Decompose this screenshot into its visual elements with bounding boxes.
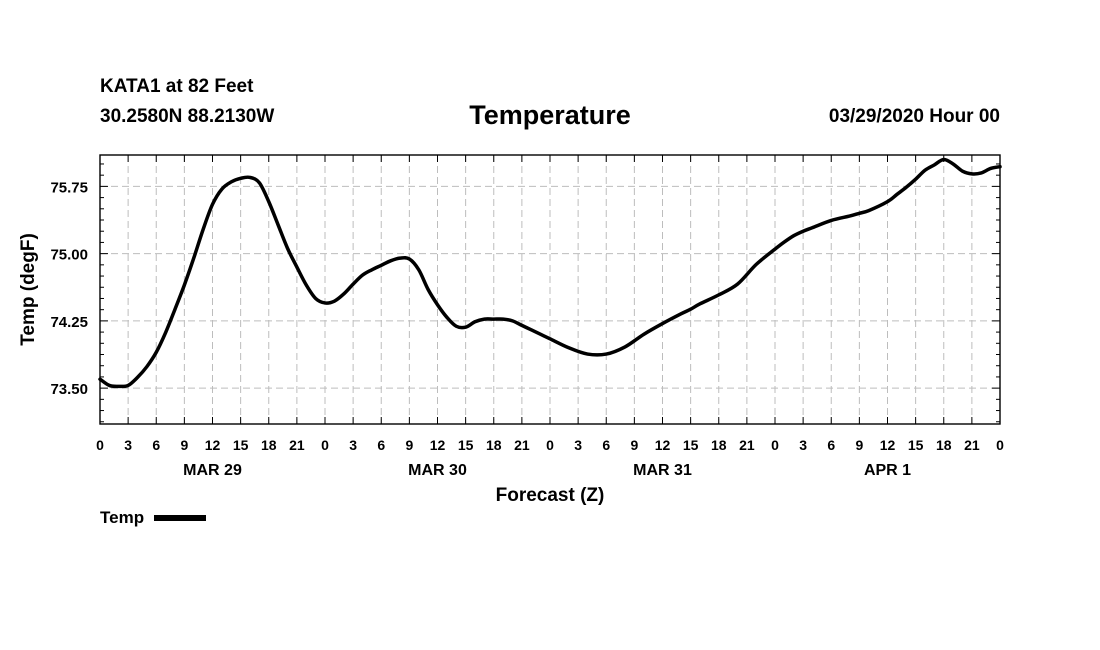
coordinates-label: 30.2580N 88.2130W <box>100 106 275 127</box>
x-tick-label: 0 <box>96 437 104 453</box>
y-axis-title: Temp (degF) <box>18 233 39 346</box>
x-tick-label: 12 <box>880 437 896 453</box>
legend: Temp <box>100 508 207 528</box>
legend-line-swatch <box>154 515 207 521</box>
x-tick-label: 9 <box>405 437 413 453</box>
x-tick-label: 9 <box>180 437 188 453</box>
x-tick-label: 18 <box>711 437 727 453</box>
x-tick-label: 21 <box>964 437 980 453</box>
x-tick-label: 15 <box>458 437 474 453</box>
y-tick-label: 75.00 <box>50 247 88 264</box>
x-tick-label: 12 <box>205 437 221 453</box>
x-tick-label: 15 <box>908 437 924 453</box>
series-line-temp <box>98 157 1002 389</box>
x-tick-label: 15 <box>233 437 249 453</box>
x-tick-label: 15 <box>683 437 699 453</box>
legend-label: Temp <box>100 508 145 527</box>
x-tick-label: 18 <box>936 437 952 453</box>
x-tick-label: 18 <box>261 437 277 453</box>
x-tick-label: 9 <box>630 437 638 453</box>
x-tick-label: 12 <box>655 437 671 453</box>
x-tick-label: 3 <box>349 437 357 453</box>
station-label: KATA1 at 82 Feet <box>100 76 254 97</box>
x-tick-label: 9 <box>855 437 863 453</box>
x-tick-label: 21 <box>289 437 305 453</box>
x-tick-label: 18 <box>486 437 502 453</box>
x-tick-label: 6 <box>602 437 610 453</box>
x-tick-label: 21 <box>739 437 755 453</box>
x-tick-label: 21 <box>514 437 530 453</box>
chart-title: Temperature <box>469 100 631 130</box>
x-tick-label: 6 <box>152 437 160 453</box>
x-tick-label: 6 <box>827 437 835 453</box>
x-axis-title: Forecast (Z) <box>496 485 605 506</box>
y-tick-label: 73.50 <box>50 381 88 398</box>
x-tick-label: 3 <box>799 437 807 453</box>
x-tick-label: 6 <box>377 437 385 453</box>
x-day-label: MAR 31 <box>633 462 692 479</box>
x-day-label: MAR 30 <box>408 462 467 479</box>
issued-time-label: 03/29/2020 Hour 00 <box>828 106 1000 127</box>
x-day-label: APR 1 <box>864 462 911 479</box>
x-tick-label: 3 <box>574 437 582 453</box>
x-tick-label: 0 <box>546 437 554 453</box>
x-day-label: MAR 29 <box>183 462 242 479</box>
x-tick-label: 0 <box>321 437 329 453</box>
x-tick-label: 0 <box>771 437 779 453</box>
x-tick-label: 3 <box>124 437 132 453</box>
y-tick-label: 75.75 <box>50 179 88 196</box>
x-tick-label: 12 <box>430 437 446 453</box>
y-tick-label: 74.25 <box>50 314 88 331</box>
x-tick-label: 0 <box>996 437 1004 453</box>
